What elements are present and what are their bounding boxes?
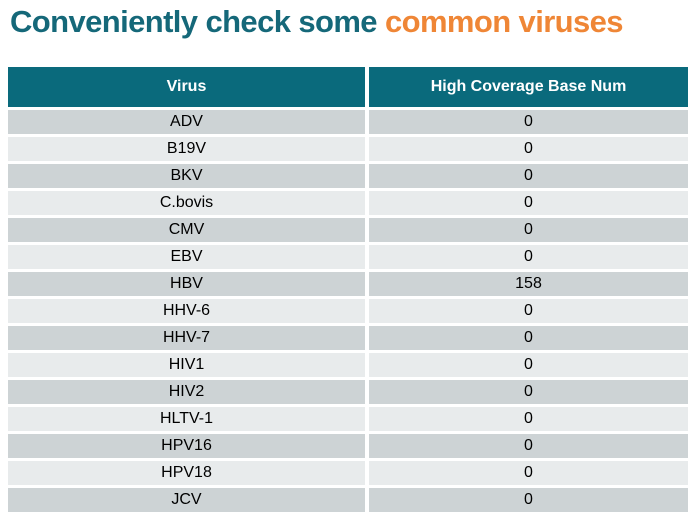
coverage-value-cell: 0 bbox=[365, 461, 688, 485]
coverage-value-cell: 0 bbox=[365, 434, 688, 458]
table-row: HIV2 0 bbox=[8, 380, 688, 404]
table-row: HPV18 0 bbox=[8, 461, 688, 485]
table-row: C.bovis 0 bbox=[8, 191, 688, 215]
table-row: ADV 0 bbox=[8, 110, 688, 134]
coverage-value-cell: 0 bbox=[365, 164, 688, 188]
table-row: CMV 0 bbox=[8, 218, 688, 242]
virus-name-cell: HPV16 bbox=[8, 434, 365, 458]
virus-name-cell: ADV bbox=[8, 110, 365, 134]
table-header-row: Virus High Coverage Base Num bbox=[8, 67, 688, 107]
virus-name-cell: EBV bbox=[8, 245, 365, 269]
virus-name-cell: HHV-7 bbox=[8, 326, 365, 350]
coverage-value-cell: 158 bbox=[365, 272, 688, 296]
coverage-value-cell: 0 bbox=[365, 353, 688, 377]
table-row: BKV 0 bbox=[8, 164, 688, 188]
coverage-value-cell: 0 bbox=[365, 380, 688, 404]
coverage-value-cell: 0 bbox=[365, 245, 688, 269]
coverage-value-cell: 0 bbox=[365, 137, 688, 161]
virus-name-cell: HPV18 bbox=[8, 461, 365, 485]
coverage-value-cell: 0 bbox=[365, 110, 688, 134]
coverage-value-cell: 0 bbox=[365, 488, 688, 512]
virus-name-cell: BKV bbox=[8, 164, 365, 188]
virus-name-cell: HLTV-1 bbox=[8, 407, 365, 431]
virus-name-cell: HIV1 bbox=[8, 353, 365, 377]
table-row: HHV-7 0 bbox=[8, 326, 688, 350]
virus-name-cell: C.bovis bbox=[8, 191, 365, 215]
table-body: ADV 0 B19V 0 BKV 0 C.bovis 0 CMV 0 EBV 0… bbox=[8, 110, 688, 512]
coverage-value-cell: 0 bbox=[365, 326, 688, 350]
title-highlight: common viruses bbox=[384, 4, 624, 39]
virus-table: Virus High Coverage Base Num ADV 0 B19V … bbox=[8, 64, 688, 515]
table-row: HHV-6 0 bbox=[8, 299, 688, 323]
table-row: B19V 0 bbox=[8, 137, 688, 161]
table-row: JCV 0 bbox=[8, 488, 688, 512]
virus-name-cell: HBV bbox=[8, 272, 365, 296]
title-prefix: Conveniently check some bbox=[10, 4, 385, 39]
table-row: HPV16 0 bbox=[8, 434, 688, 458]
table-row: HBV 158 bbox=[8, 272, 688, 296]
virus-name-cell: CMV bbox=[8, 218, 365, 242]
table-row: HIV1 0 bbox=[8, 353, 688, 377]
virus-name-cell: HIV2 bbox=[8, 380, 365, 404]
virus-name-cell: HHV-6 bbox=[8, 299, 365, 323]
page-title: Conveniently check some common viruses bbox=[0, 0, 696, 41]
virus-name-cell: B19V bbox=[8, 137, 365, 161]
column-header-high-coverage-base-num: High Coverage Base Num bbox=[365, 67, 688, 107]
coverage-value-cell: 0 bbox=[365, 191, 688, 215]
coverage-value-cell: 0 bbox=[365, 407, 688, 431]
coverage-value-cell: 0 bbox=[365, 299, 688, 323]
table-row: HLTV-1 0 bbox=[8, 407, 688, 431]
virus-name-cell: JCV bbox=[8, 488, 365, 512]
table-row: EBV 0 bbox=[8, 245, 688, 269]
column-header-virus: Virus bbox=[8, 67, 365, 107]
coverage-value-cell: 0 bbox=[365, 218, 688, 242]
